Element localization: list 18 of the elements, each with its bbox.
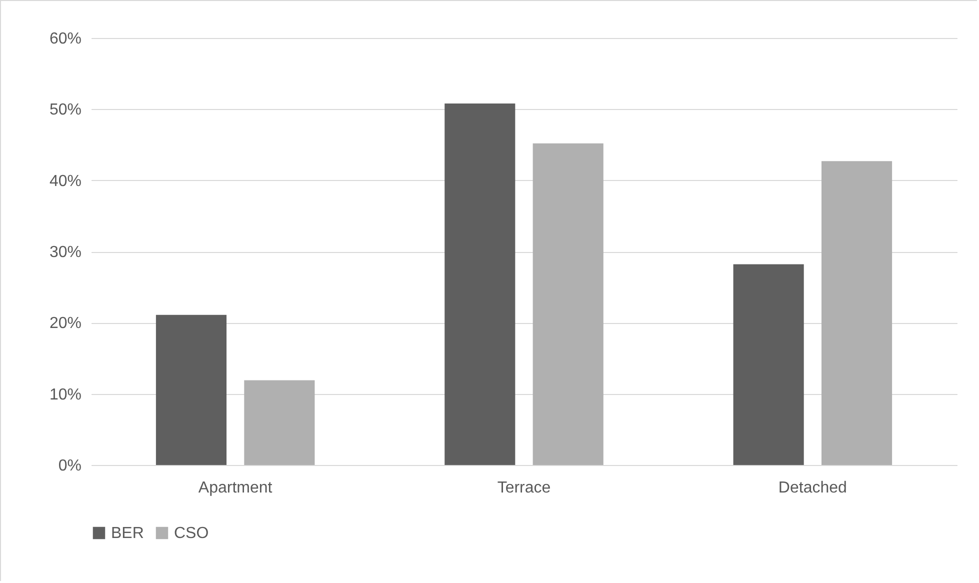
y-tick-label: 50% xyxy=(49,102,82,119)
bar xyxy=(444,103,516,465)
y-tick-label: 40% xyxy=(49,172,82,190)
x-tick-label: Terrace xyxy=(497,480,551,496)
y-tick-label: 20% xyxy=(49,315,82,332)
bar xyxy=(821,161,892,465)
y-tick-label: 10% xyxy=(49,386,82,404)
legend-label: CSO xyxy=(174,525,209,542)
bar xyxy=(156,314,227,465)
y-tick-label: 60% xyxy=(49,30,82,48)
bar xyxy=(733,264,804,465)
y-tick-label: 0% xyxy=(58,458,82,474)
bar xyxy=(244,380,315,465)
legend-label: BER xyxy=(111,525,144,542)
x-tick-label: Detached xyxy=(778,480,847,496)
x-tick-label: Apartment xyxy=(198,480,273,496)
bar xyxy=(532,143,604,465)
y-tick-label: 30% xyxy=(49,244,82,261)
